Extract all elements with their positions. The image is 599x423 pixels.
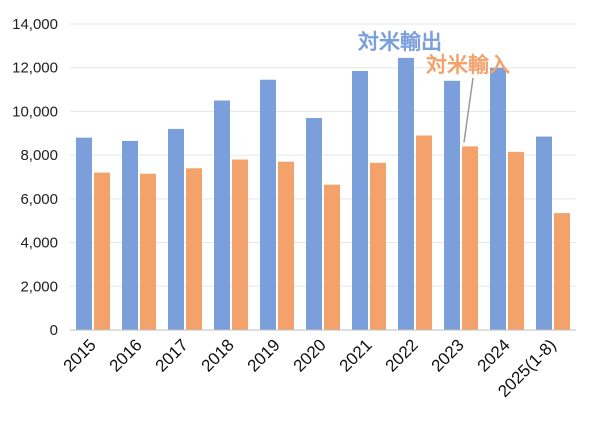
y-tick-label: 8,000 [20,147,58,164]
x-tick-label: 2017 [152,335,192,375]
x-tick-label: 2024 [474,335,514,375]
y-tick-label: 4,000 [20,235,58,252]
y-tick-label: 2,000 [20,278,58,295]
bar-export [306,117,322,330]
bar-import [140,173,156,330]
legend-export-label: 対米輸出 [358,30,442,54]
bar-import [278,161,294,330]
legend: 対米輸出 対米輸入 [358,30,510,143]
legend-import-label: 対米輸入 [426,53,510,77]
y-tick-label: 10,000 [12,103,58,120]
bar-import [186,168,202,330]
x-tick-label: 2023 [428,335,468,375]
bar-export [490,67,506,330]
bar-export [536,136,552,330]
x-tick-label: 2018 [198,335,238,375]
x-tick-label: 2015 [60,335,100,375]
y-tick-label: 6,000 [20,191,58,208]
bar-export [168,128,184,330]
bar-import [324,184,340,330]
bar-import [416,135,432,330]
x-axis-ticks: 2015 2016 2017 2018 2019 2020 2021 2022 2023 2024… [60,335,560,401]
bar-import [94,172,110,330]
bar-export [122,140,138,330]
bar-import [508,151,524,330]
bar-export [398,57,414,330]
bar-import [554,213,570,330]
y-tick-label: 0 [50,322,58,339]
legend-leader-line [463,77,474,143]
x-tick-label: 2021 [336,335,376,375]
y-tick-label: 12,000 [12,60,58,77]
bar-import [370,162,386,330]
bar-export [444,80,460,330]
y-axis-ticks: 0 2,000 4,000 6,000 8,000 10,000 12,000 14,000 [12,16,58,339]
bar-export [352,70,368,330]
bar-export [214,100,230,330]
bars [76,57,570,330]
bar-export [76,137,92,330]
x-tick-label: 2020 [290,335,330,375]
x-tick-label: 2019 [244,335,284,375]
x-tick-label: 2022 [382,335,422,375]
bar-import [462,146,478,330]
y-tick-label: 14,000 [12,16,58,33]
x-tick-label: 2016 [106,335,146,375]
bar-import [232,159,248,330]
bar-export [260,79,276,330]
